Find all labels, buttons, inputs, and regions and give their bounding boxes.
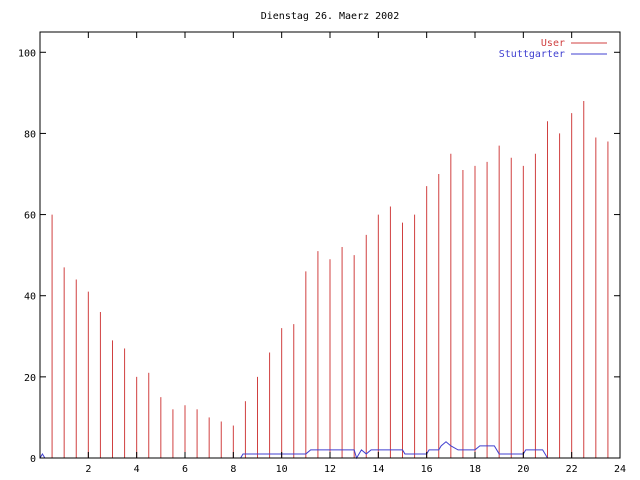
x-tick-label: 4 <box>134 464 140 475</box>
y-axis: 0 20 40 60 80 100 <box>18 48 620 465</box>
y-tick-label: 100 <box>18 48 36 59</box>
y-tick-label: 0 <box>30 454 36 465</box>
x-tick-label: 22 <box>566 464 578 475</box>
x-tick-label: 12 <box>324 464 336 475</box>
x-axis: 2 4 6 8 10 12 14 16 18 20 22 24 <box>85 32 626 475</box>
stuttgarter-line <box>39 441 620 460</box>
x-tick-label: 8 <box>230 464 236 475</box>
y-tick-label: 80 <box>24 129 36 140</box>
x-tick-label: 20 <box>517 464 529 475</box>
x-tick-label: 6 <box>182 464 188 475</box>
user-bars <box>39 100 621 458</box>
x-tick-label: 10 <box>276 464 288 475</box>
x-tick-label: 2 <box>85 464 91 475</box>
legend-label-user: User <box>541 38 565 49</box>
x-tick-label: 24 <box>614 464 626 475</box>
y-tick-label: 40 <box>24 292 36 303</box>
chart-title: Dienstag 26. Maerz 2002 <box>261 11 399 22</box>
x-tick-label: 18 <box>469 464 481 475</box>
y-tick-label: 60 <box>24 211 36 222</box>
legend-label-stuttgarter: Stuttgarter <box>499 49 565 60</box>
x-tick-label: 16 <box>421 464 433 475</box>
legend: User Stuttgarter <box>499 38 607 60</box>
x-tick-label: 14 <box>372 464 384 475</box>
y-tick-label: 20 <box>24 373 36 384</box>
